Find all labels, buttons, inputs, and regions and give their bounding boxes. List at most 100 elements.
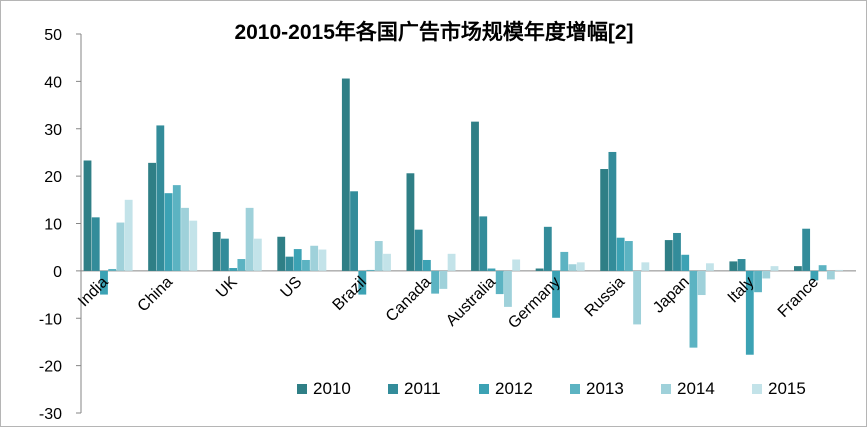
x-category-label: Japan [650,274,693,317]
bar-2014-japan [697,270,706,296]
bar-2014-brazil [374,241,383,271]
bar-2014-uk [245,207,254,271]
bar-2015-canada [447,253,456,271]
bar-2014-germany [568,264,577,271]
bar-2010-russia [600,169,609,271]
bar-2010-japan [664,240,673,271]
bar-2010-china [148,162,156,271]
y-tick-label: 30 [44,122,62,139]
x-category-label: US [278,274,306,302]
bar-2011-japan [673,232,681,271]
bar-2010-us [277,236,286,271]
y-tick-label: -30 [39,406,62,423]
legend-label-2013: 2013 [586,379,624,398]
y-tick-label: 0 [53,264,62,281]
legend-label-2010: 2010 [313,379,351,398]
legend: 2010 2011 2012 2013 2014 2015 [297,379,806,398]
bar-2011-china [156,125,165,271]
bar-2015-uk [253,238,262,271]
legend-label-2014: 2014 [677,379,715,398]
bar-2014-india [116,222,125,271]
legend-swatch-2013 [570,384,580,394]
bar-2015-australia [512,259,521,271]
bar-2011-canada [414,229,423,271]
legend-swatch-2015 [752,384,762,394]
bar-2013-italy [754,270,762,293]
bar-2010-italy [729,261,738,271]
bar-2010-india [83,160,92,271]
bar-2015-france [835,269,843,271]
bar-2012-japan [681,254,690,271]
x-category-label: UK [213,273,241,301]
bar-2013-france [818,265,827,271]
bar-2013-us [302,259,310,271]
bar-2011-russia [608,151,617,271]
bar-2015-russia [641,262,650,271]
bar-2012-france [810,270,819,281]
x-category-label: China [135,274,177,316]
bar-2013-canada [431,270,440,294]
bar-2010-germany [535,268,544,271]
bar-2015-brazil [383,253,391,271]
bar-2013-india [108,268,117,271]
legend-label-2015: 2015 [768,379,806,398]
bar-2015-us [318,249,327,271]
bar-2013-russia [624,241,633,271]
x-category-label: France [775,274,822,321]
bar-2010-brazil [341,78,350,271]
x-category-label: Russia [582,274,629,321]
bar-2014-australia [504,270,512,307]
legend-swatch-2012 [479,384,489,394]
bar-2014-italy [762,270,771,279]
bar-2013-australia [495,270,504,295]
bar-2014-france [826,270,835,280]
bar-2011-france [802,228,811,271]
bar-2014-canada [439,270,448,289]
bar-2012-brazil [358,270,367,295]
y-tick-label: -10 [39,311,62,328]
bar-2013-germany [560,251,569,271]
x-category-label: Canada [383,274,435,326]
bar-2012-india [100,270,108,295]
bar-2012-us [293,249,302,271]
bar-2012-italy [745,270,754,355]
y-tick-label: 40 [44,74,62,91]
bar-2010-australia [471,121,479,271]
bar-2012-china [164,193,173,271]
bar-2015-germany [576,262,585,271]
bar-2014-russia [633,270,642,325]
legend-swatch-2011 [388,384,398,394]
bar-2011-uk [220,238,229,271]
bar-2012-canada [422,259,431,271]
y-tick-label: 10 [44,217,62,234]
bar-2013-uk [237,259,246,271]
bar-2012-russia [616,237,625,271]
bar-2014-us [310,245,319,271]
legend-label-2012: 2012 [495,379,533,398]
legend-swatch-2010 [297,384,307,394]
x-category-label: Australia [443,274,499,330]
bar-2014-china [181,207,189,271]
bar-2013-china [172,185,181,271]
legend-swatch-2014 [661,384,671,394]
legend-label-2011: 2011 [404,379,441,398]
bar-2011-germany [543,226,552,271]
y-tick-label: -20 [39,359,62,376]
bar-2012-australia [487,268,496,271]
bar-2015-china [189,220,198,271]
bar-2011-brazil [350,191,358,271]
bar-2013-brazil [366,269,375,271]
y-tick-label: 20 [44,169,62,186]
bar-2011-india [91,217,100,271]
chart-title: 2010-2015年各国广告市场规模年度增幅[2] [234,20,633,44]
bar-2012-germany [552,270,560,318]
bar-2012-uk [229,268,238,271]
bar-2010-canada [406,173,415,271]
bar-2013-japan [689,270,698,348]
bar-2015-italy [770,266,779,271]
bar-2011-australia [479,216,488,271]
bar-2010-uk [212,232,221,271]
